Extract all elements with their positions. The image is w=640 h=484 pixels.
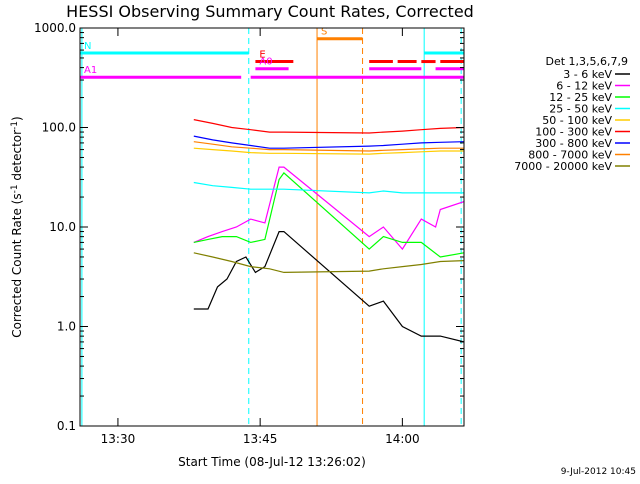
series-line-8 — [193, 252, 464, 274]
flag-label-A0: A0 — [259, 57, 272, 68]
legend-label-8: 7000 - 20000 keV — [514, 160, 612, 173]
series-line-1 — [193, 166, 464, 251]
legend-label-2: 12 - 25 keV — [549, 91, 612, 104]
y-tick-label-0: 0.1 — [57, 419, 76, 433]
footer-date: 9-Jul-2012 10:45 — [561, 467, 636, 477]
legend-label-1: 6 - 12 keV — [556, 80, 612, 93]
x-tick-label-0: 13:30 — [101, 432, 136, 446]
series-line-7 — [193, 141, 464, 152]
y-tick-label-1: 1.0 — [57, 320, 76, 334]
series-line-4 — [193, 147, 464, 155]
flag-label-S: S — [321, 27, 327, 38]
x-axis-ticks: 13:30 13:45 14:00 — [101, 28, 420, 446]
flag-label-E: E — [259, 50, 265, 61]
x-axis-label: Start Time (08-Jul-12 13:26:02) — [178, 455, 366, 469]
legend-label-7: 800 - 7000 keV — [528, 149, 612, 162]
series-line-6 — [193, 135, 464, 149]
flag-label-N: N — [84, 41, 91, 52]
x-tick-label-2: 14:00 — [385, 432, 420, 446]
y-axis-label: Corrected Count Rate (s-1 detector-1) — [10, 116, 24, 337]
series-line-0 — [193, 231, 464, 343]
series-line-3 — [193, 181, 464, 194]
legend-label-0: 3 - 6 keV — [563, 68, 612, 81]
flag-label-A1: A1 — [84, 65, 97, 76]
series-line-2 — [193, 172, 464, 258]
x-tick-label-1: 13:45 — [243, 432, 278, 446]
y-tick-label-4: 1000.0 — [34, 21, 76, 35]
plot-content: N S EA0 A1 — [80, 27, 464, 426]
y-tick-label-2: 10.0 — [49, 220, 76, 234]
y-tick-label-3: 100.0 — [42, 121, 76, 135]
chart-title: HESSI Observing Summary Count Rates, Cor… — [66, 2, 474, 21]
legend-label-3: 25 - 50 keV — [549, 103, 612, 116]
series-line-5 — [193, 119, 464, 134]
legend-label-5: 100 - 300 keV — [535, 126, 612, 139]
legend-label-4: 50 - 100 keV — [542, 114, 612, 127]
legend-label-6: 300 - 800 keV — [535, 137, 612, 150]
legend-title: Det 1,3,5,6,7,9 — [545, 55, 628, 68]
y-axis-ticks: 0.1 1.0 10.0 100.0 1000.0 — [34, 21, 464, 433]
